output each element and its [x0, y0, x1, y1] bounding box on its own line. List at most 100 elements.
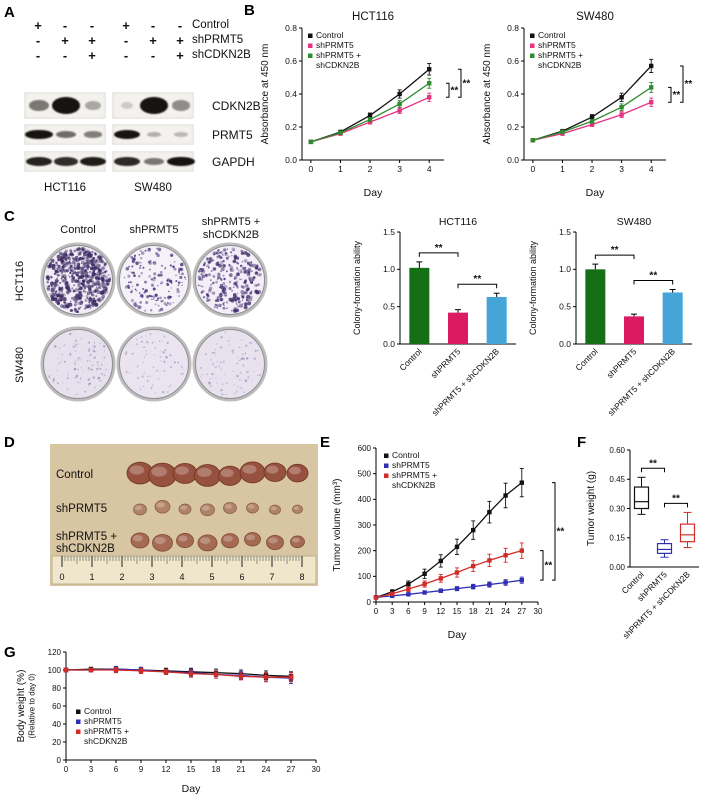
condition-label: shCDKN2B [192, 49, 251, 61]
lane-sign: - [35, 33, 41, 48]
sw480-proliferation-chart: 0.0 0.2 0.4 0.6 0.8 0 1 2 3 4 SW480 Day Absorbance a… [482, 11, 693, 199]
well-row-hct116: HCT116 [14, 260, 26, 302]
svg-text:0: 0 [57, 756, 62, 765]
svg-text:Day: Day [448, 629, 467, 641]
svg-text:100: 100 [48, 666, 62, 675]
svg-text:2: 2 [368, 164, 373, 174]
svg-text:2: 2 [590, 164, 595, 174]
tumor [244, 532, 261, 547]
lane-sign: - [150, 48, 156, 63]
series-Control [373, 468, 524, 600]
blot-strip [112, 92, 194, 119]
sig-bracket [664, 502, 688, 508]
sig-bracket [668, 86, 672, 103]
legend-label: shCDKN2B [84, 736, 128, 746]
sig-bracket [641, 467, 665, 473]
svg-text:0.6: 0.6 [507, 56, 519, 66]
svg-text:Colony-formation ability: Colony-formation ability [352, 240, 362, 335]
svg-text:Day: Day [182, 783, 201, 795]
svg-text:1: 1 [560, 164, 565, 174]
bar [585, 269, 606, 344]
sig-bracket [633, 279, 674, 285]
ruler-number: 6 [239, 572, 244, 582]
bar-category-label: shPRMT5 + shCDKN2B [430, 346, 502, 418]
legend-label: shPRMT5 [84, 716, 122, 726]
protein-band [52, 97, 80, 114]
sig-label: ** [685, 79, 693, 90]
svg-text:0.0: 0.0 [383, 339, 395, 349]
lane-sign: - [35, 48, 41, 63]
svg-text:HCT116: HCT116 [352, 11, 394, 23]
svg-text:21: 21 [485, 607, 494, 616]
colony-well [197, 247, 262, 313]
svg-text:0.0: 0.0 [285, 155, 297, 165]
svg-text:1.0: 1.0 [383, 264, 395, 274]
tumor [152, 534, 173, 552]
tumor-row-label: Control [56, 469, 93, 481]
svg-text:0: 0 [374, 607, 379, 616]
svg-text:18: 18 [469, 607, 478, 616]
legend-label: Control [392, 450, 420, 460]
colony-wells [40, 242, 268, 402]
svg-text:0.0: 0.0 [559, 339, 571, 349]
legend-label: shPRMT5 [316, 40, 354, 50]
svg-text:0.4: 0.4 [285, 89, 297, 99]
svg-text:0.4: 0.4 [507, 89, 519, 99]
svg-text:6: 6 [114, 765, 119, 774]
series-Control [530, 58, 654, 143]
protein-band [26, 156, 52, 166]
ruler-number: 8 [299, 572, 304, 582]
blot-strip [24, 92, 106, 119]
legend-label: shCDKN2B [316, 60, 360, 70]
legend-label: shPRMT5 + [392, 470, 437, 480]
svg-text:4: 4 [649, 164, 654, 174]
legend-swatch [384, 463, 389, 468]
lane-sign: - [123, 33, 129, 48]
protein-band [120, 101, 134, 110]
protein-band [114, 157, 140, 166]
svg-text:Body weight (%): Body weight (%) [16, 670, 27, 743]
bar [409, 267, 430, 344]
sig-label: ** [649, 458, 657, 469]
svg-text:Day: Day [586, 187, 605, 199]
legend-label: shPRMT5 + [538, 50, 583, 60]
panel-c-label: C [4, 208, 15, 225]
blot-strip [112, 151, 195, 172]
series-shPRMT5 + shCDKN2B [308, 77, 432, 145]
svg-text:9: 9 [139, 765, 144, 774]
sig-label: ** [463, 78, 471, 89]
tumor [200, 503, 215, 517]
svg-text:0.30: 0.30 [609, 504, 625, 513]
bar [624, 316, 644, 344]
lane-sign: + [149, 33, 157, 48]
svg-text:SW480: SW480 [617, 216, 652, 228]
svg-text:Absorbance at 450 nm: Absorbance at 450 nm [482, 44, 493, 145]
tumor [290, 535, 305, 549]
sig-bracket [594, 254, 635, 260]
ruler-number: 3 [149, 572, 154, 582]
svg-text:15: 15 [453, 607, 462, 616]
well-header-combo: shPRMT5 + shCDKN2B [190, 216, 272, 241]
svg-text:0: 0 [367, 598, 372, 607]
tumor-photo: Control shPRMT5 shPRMT5 +shCDKN2B 0 1 2 3 4 5 6 7 8 [50, 444, 318, 586]
series-shPRMT5 + shCDKN2B [63, 666, 294, 683]
bar-category-label: Control [573, 346, 600, 373]
legend-swatch [384, 453, 389, 458]
legend-label: Control [316, 30, 344, 40]
svg-text:4: 4 [427, 164, 432, 174]
series-shPRMT5 [373, 576, 524, 600]
svg-text:1.5: 1.5 [383, 227, 395, 237]
svg-text:30: 30 [312, 765, 321, 774]
sig-bracket [540, 550, 544, 581]
well-row-sw480: SW480 [14, 346, 26, 384]
svg-text:1.5: 1.5 [559, 227, 571, 237]
svg-text:15: 15 [187, 765, 196, 774]
svg-text:27: 27 [287, 765, 296, 774]
svg-text:0: 0 [309, 164, 314, 174]
lane-sign: - [150, 18, 156, 33]
legend-label: shCDKN2B [538, 60, 582, 70]
svg-text:100: 100 [358, 572, 372, 581]
tumor [197, 534, 218, 552]
sig-label: ** [473, 274, 481, 285]
protein-band [85, 101, 101, 110]
